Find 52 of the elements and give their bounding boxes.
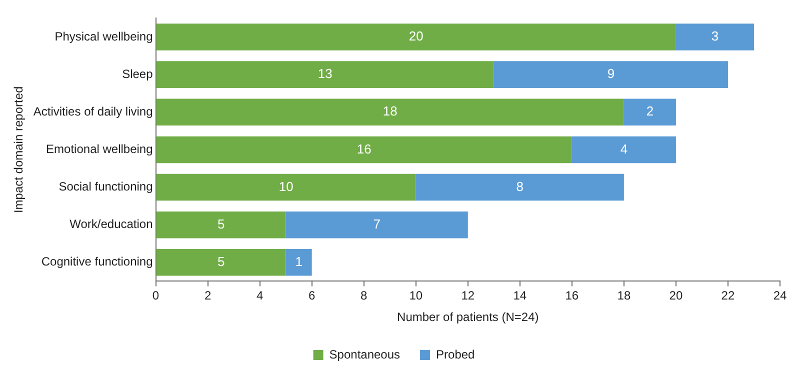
y-tick-label: Sleep bbox=[122, 66, 154, 81]
legend-label: Spontaneous bbox=[329, 347, 400, 362]
data-label: 3 bbox=[711, 28, 719, 44]
y-tick-label: Social functioning bbox=[58, 180, 153, 194]
bar bbox=[286, 211, 468, 238]
x-tick-label: 10 bbox=[409, 288, 423, 303]
x-tick-label: 4 bbox=[256, 288, 264, 303]
y-tick-label: Physical wellbeing bbox=[54, 29, 153, 44]
bar bbox=[156, 24, 676, 50]
x-tick-label: 6 bbox=[308, 288, 316, 303]
y-axis-title: Impact domain reported bbox=[12, 86, 26, 214]
x-tick-label: 8 bbox=[360, 288, 368, 303]
bar bbox=[156, 136, 572, 164]
x-tick-label: 20 bbox=[669, 288, 683, 303]
x-tick-label: 14 bbox=[513, 288, 527, 303]
x-tick-label: 22 bbox=[721, 288, 735, 303]
data-label: 2 bbox=[646, 104, 654, 119]
data-label: 16 bbox=[356, 141, 372, 156]
y-tick-label: Cognitive functioning bbox=[41, 254, 153, 269]
data-label: 1 bbox=[295, 254, 302, 269]
data-label: 7 bbox=[373, 216, 380, 232]
data-label: 9 bbox=[607, 66, 615, 82]
bar bbox=[156, 174, 416, 201]
legend-label: Probed bbox=[436, 347, 475, 362]
bar bbox=[624, 98, 676, 126]
x-tick-label: 24 bbox=[773, 288, 787, 303]
bar bbox=[156, 211, 286, 238]
data-label: 18 bbox=[382, 104, 398, 119]
data-label: 20 bbox=[408, 28, 424, 44]
bar bbox=[572, 136, 676, 164]
data-label: 10 bbox=[278, 178, 294, 194]
y-tick-label: Work/education bbox=[70, 217, 153, 232]
x-tick-label: 12 bbox=[461, 288, 475, 303]
data-label: 5 bbox=[217, 254, 225, 269]
x-axis-title: Number of patients (N=24) bbox=[397, 310, 539, 324]
y-tick-label: Emotional wellbeing bbox=[46, 142, 153, 156]
data-label: 8 bbox=[516, 178, 524, 194]
x-tick-label: 2 bbox=[204, 288, 212, 303]
x-tick-label: 18 bbox=[617, 288, 631, 303]
bar bbox=[156, 249, 286, 276]
bar bbox=[156, 61, 494, 88]
bar bbox=[286, 249, 312, 276]
data-label: 4 bbox=[620, 141, 628, 156]
x-tick-label: 16 bbox=[565, 288, 579, 303]
bar bbox=[416, 174, 624, 201]
data-label: 5 bbox=[217, 216, 225, 232]
bar bbox=[676, 24, 754, 50]
bar bbox=[494, 61, 728, 88]
bar bbox=[156, 98, 624, 126]
x-tick-label: 0 bbox=[152, 288, 160, 303]
data-label: 13 bbox=[318, 66, 332, 82]
y-tick-label: Activities of daily living bbox=[33, 104, 153, 118]
